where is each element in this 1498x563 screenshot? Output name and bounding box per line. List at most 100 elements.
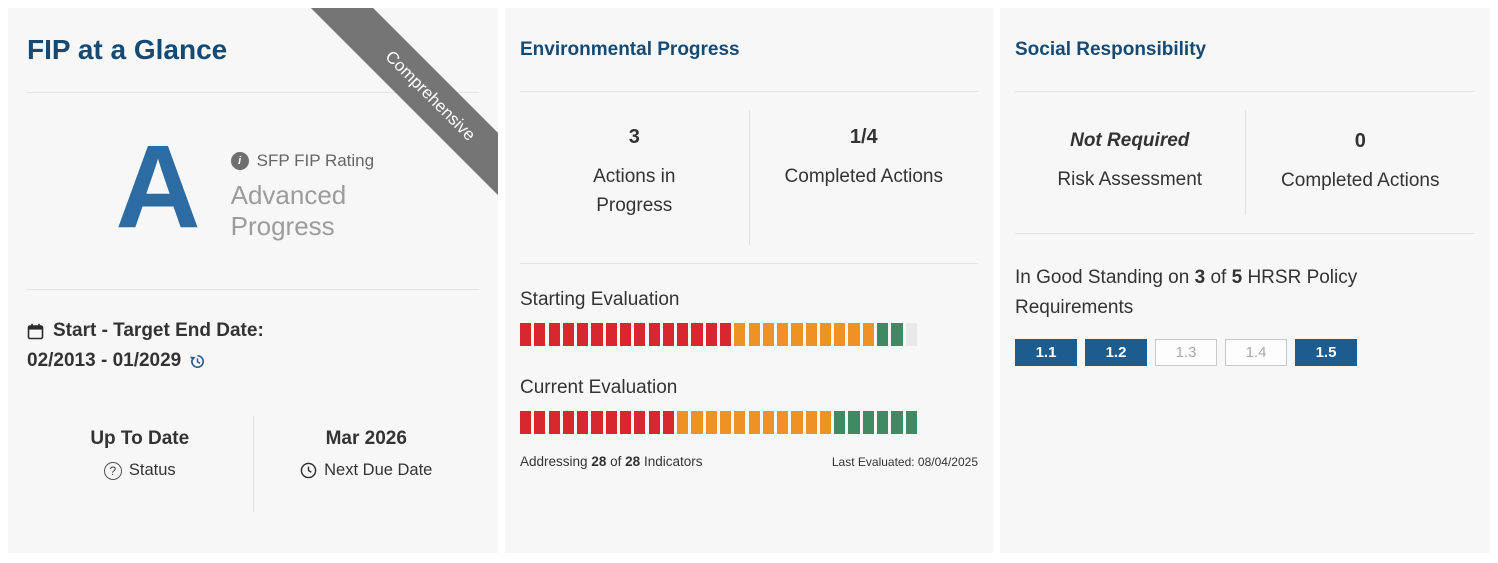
evaluation-segment-orange [691, 410, 703, 434]
social-completed-actions-cell: 0 Completed Actions [1246, 92, 1476, 233]
status-cell: Up To Date ? Status [27, 416, 253, 512]
evaluation-segment-red [548, 322, 560, 346]
vertical-divider [748, 110, 750, 245]
status-row: Up To Date ? Status Mar 2026 Next Due Da… [27, 416, 480, 513]
evaluation-segment-orange [805, 410, 817, 434]
actions-in-progress-label: Actions in Progress [593, 166, 676, 217]
rating-label-row: i SFP FIP Rating [230, 151, 391, 171]
evaluation-segment-orange [748, 410, 760, 434]
clock-icon [300, 462, 317, 479]
evaluation-segment-red [648, 322, 660, 346]
rating-side: i SFP FIP Rating Advanced Progress [230, 131, 391, 243]
social-stats-row: Not Required Risk Assessment 0 Completed… [1015, 92, 1476, 235]
dates-label-row: Start - Target End Date: [27, 320, 479, 342]
next-due-cell: Mar 2026 Next Due Date [254, 416, 480, 512]
evaluation-segment-orange [834, 322, 846, 346]
current-evaluation-label: Current Evaluation [520, 376, 678, 398]
risk-assessment-value: Not Required [1070, 130, 1190, 151]
rating-description: Advanced Progress [230, 180, 347, 242]
status-label-row: ? Status [27, 461, 253, 480]
divider [27, 289, 479, 291]
evaluation-segment-orange [819, 322, 832, 346]
evaluation-segment-orange [677, 410, 689, 434]
page-title: FIP at a Glance [27, 8, 479, 93]
dates-value: 02/2013 - 01/2029 [27, 350, 182, 372]
fip-dashboard: Comprehensive FIP at a Glance A i SFP FI… [8, 8, 1490, 553]
starting-evaluation-bar [520, 322, 978, 346]
status-value: Up To Date [90, 428, 190, 450]
hrsr-badge-1.4[interactable]: 1.4 [1225, 339, 1287, 367]
completed-actions-cell: 1/4 Completed Actions [750, 92, 979, 263]
dates-value-row: 02/2013 - 01/2029 [27, 350, 479, 372]
evaluation-segment-orange [862, 322, 874, 346]
completed-actions-label: Completed Actions [784, 166, 943, 187]
social-completed-actions-value: 0 [1354, 130, 1366, 152]
evaluation-segment-orange [705, 410, 717, 434]
evaluation-segment-green [862, 410, 874, 434]
social-responsibility-panel: Social Responsibility Not Required Risk … [1000, 8, 1490, 553]
hrsr-badge-1.2[interactable]: 1.2 [1085, 339, 1147, 367]
addressing-indicators-text: Addressing 28 of 28 Indicators [520, 453, 703, 469]
evaluation-segment-orange [748, 322, 760, 346]
hrsr-badge-1.3[interactable]: 1.3 [1155, 339, 1217, 367]
evaluation-segment-green [848, 410, 860, 434]
evaluation-segment-red [619, 322, 632, 346]
evaluation-segment-orange [791, 322, 803, 346]
dates-block: Start - Target End Date: 02/2013 - 01/20… [27, 320, 479, 372]
last-evaluated-text: Last Evaluated: 08/04/2025 [831, 454, 978, 469]
history-icon[interactable] [189, 353, 206, 370]
evaluation-segment-empty [905, 322, 917, 346]
evaluation-segment-red [534, 322, 546, 346]
evaluation-segment-red [634, 410, 646, 434]
evaluation-segment-red [605, 322, 617, 346]
next-due-label-row: Next Due Date [254, 461, 480, 480]
evaluation-footer: Addressing 28 of 28 Indicators Last Eval… [520, 454, 978, 469]
evaluation-segment-orange [805, 322, 817, 346]
evaluation-segment-orange [848, 322, 860, 346]
evaluation-segment-orange [777, 322, 789, 346]
rating-block: A i SFP FIP Rating Advanced Progress [27, 128, 479, 246]
environmental-title: Environmental Progress [520, 8, 978, 92]
starting-evaluation-label: Starting Evaluation [520, 288, 680, 310]
risk-assessment-label: Risk Assessment [1057, 169, 1203, 190]
hrsr-badge-1.5[interactable]: 1.5 [1295, 339, 1357, 367]
evaluation-segment-red [634, 322, 646, 346]
evaluation-segment-orange [734, 410, 746, 434]
evaluation-segment-red [662, 322, 674, 346]
evaluation-segment-red [648, 410, 660, 434]
question-circle-icon[interactable]: ? [103, 461, 122, 480]
actions-in-progress-cell: 3 Actions in Progress [520, 92, 749, 263]
environmental-progress-panel: Environmental Progress 3 Actions in Prog… [505, 8, 993, 553]
dates-label: Start - Target End Date: [53, 320, 264, 342]
evaluation-segment-red [705, 322, 717, 346]
fip-at-a-glance-panel: Comprehensive FIP at a Glance A i SFP FI… [8, 8, 498, 553]
social-completed-actions-label: Completed Actions [1281, 170, 1440, 191]
evaluation-segment-red [577, 322, 589, 346]
evaluation-segment-orange [734, 322, 746, 346]
info-icon[interactable]: i [230, 152, 249, 170]
evaluation-segment-orange [762, 322, 774, 346]
evaluation-segment-orange [719, 410, 732, 434]
evaluation-segment-red [719, 322, 732, 346]
evaluation-segment-red [691, 322, 703, 346]
environmental-stats-row: 3 Actions in Progress 1/4 Completed Acti… [520, 92, 978, 264]
next-due-value: Mar 2026 [325, 428, 407, 450]
evaluation-segment-red [520, 322, 532, 346]
evaluation-segment-red [677, 322, 689, 346]
evaluation-segment-orange [819, 410, 832, 434]
calendar-icon [27, 323, 44, 340]
evaluation-segment-red [562, 410, 575, 434]
evaluation-segment-red [662, 410, 674, 434]
vertical-divider [1244, 110, 1246, 216]
hrsr-standing-text: In Good Standing on 3 of 5 HRSR Policy R… [1015, 267, 1358, 318]
hrsr-badge-1.1[interactable]: 1.1 [1015, 339, 1077, 367]
evaluation-segment-green [877, 322, 889, 346]
evaluation-segment-red [562, 322, 575, 346]
evaluation-segment-red [577, 410, 589, 434]
current-evaluation-bar [520, 410, 978, 434]
status-label: Status [128, 461, 176, 480]
evaluation-segment-red [591, 410, 603, 434]
evaluation-segment-red [619, 410, 632, 434]
evaluation-segment-red [605, 410, 617, 434]
next-due-label: Next Due Date [324, 461, 433, 480]
